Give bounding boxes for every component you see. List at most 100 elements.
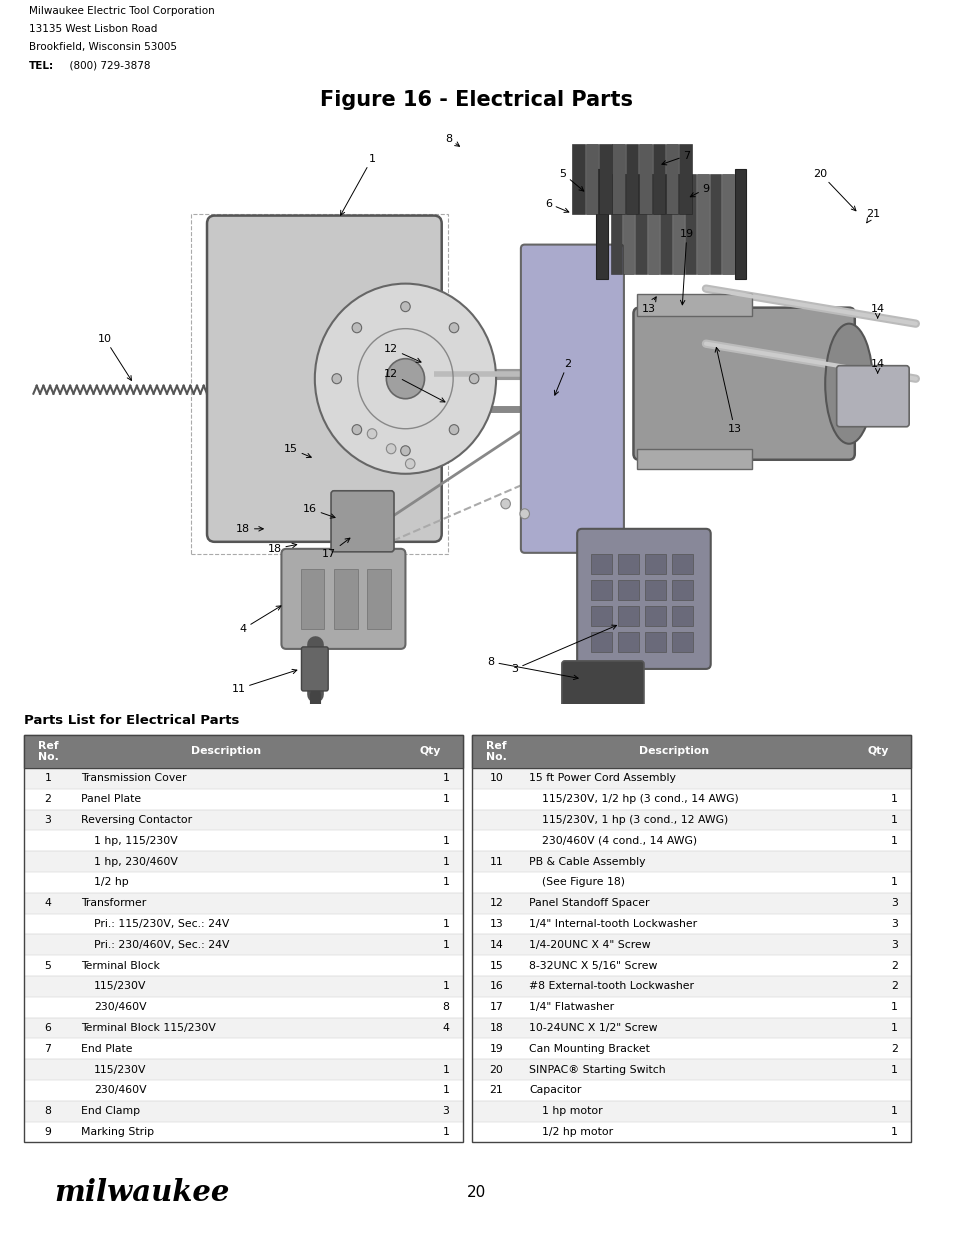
- Text: Figure 16 - Electrical Parts: Figure 16 - Electrical Parts: [320, 90, 633, 110]
- Bar: [671, 553, 692, 574]
- Ellipse shape: [824, 324, 872, 443]
- Text: 6: 6: [45, 1023, 51, 1032]
- Text: 9: 9: [45, 1128, 51, 1137]
- Circle shape: [400, 301, 410, 311]
- Bar: [24, 830, 462, 851]
- Text: (800) 729-3878: (800) 729-3878: [63, 61, 151, 70]
- FancyBboxPatch shape: [577, 529, 710, 669]
- FancyBboxPatch shape: [836, 366, 908, 427]
- Bar: [472, 1079, 910, 1100]
- FancyBboxPatch shape: [331, 490, 394, 552]
- Text: 4: 4: [239, 606, 281, 634]
- FancyBboxPatch shape: [281, 548, 405, 648]
- Text: 18: 18: [268, 543, 296, 553]
- Bar: [24, 914, 462, 935]
- Circle shape: [469, 374, 478, 384]
- Text: 11: 11: [489, 857, 503, 867]
- Bar: [622, 174, 634, 274]
- Text: 19: 19: [489, 1044, 503, 1053]
- Text: 1: 1: [442, 1065, 449, 1074]
- Text: 1: 1: [890, 1128, 897, 1137]
- Bar: [721, 174, 733, 274]
- Text: Capacitor: Capacitor: [529, 1086, 581, 1095]
- Text: Ref
No.: Ref No.: [37, 741, 58, 762]
- Text: 7: 7: [661, 151, 690, 165]
- Text: 13: 13: [489, 919, 503, 929]
- Text: milwaukee: milwaukee: [54, 1178, 229, 1207]
- Bar: [24, 872, 462, 893]
- Bar: [679, 143, 691, 214]
- Bar: [472, 872, 910, 893]
- Bar: [644, 580, 665, 600]
- Bar: [671, 632, 692, 652]
- Text: 19: 19: [679, 228, 693, 305]
- Text: 17: 17: [489, 1003, 503, 1013]
- Text: Reversing Contactor: Reversing Contactor: [81, 815, 192, 825]
- Bar: [472, 893, 910, 914]
- Bar: [591, 632, 612, 652]
- Bar: [472, 1100, 910, 1121]
- Bar: [24, 893, 462, 914]
- Circle shape: [314, 284, 496, 474]
- Text: 1: 1: [442, 794, 449, 804]
- Circle shape: [405, 458, 415, 469]
- Text: 115/230V, 1/2 hp (3 cond., 14 AWG): 115/230V, 1/2 hp (3 cond., 14 AWG): [542, 794, 739, 804]
- Bar: [472, 1039, 910, 1060]
- Bar: [24, 997, 462, 1018]
- Text: 8-32UNC X 5/16" Screw: 8-32UNC X 5/16" Screw: [529, 961, 657, 971]
- Text: 3: 3: [442, 1107, 449, 1116]
- Bar: [612, 143, 624, 214]
- Text: Description: Description: [191, 746, 260, 757]
- Text: 1: 1: [442, 773, 449, 783]
- Text: 21: 21: [865, 209, 879, 222]
- Text: Pri.: 115/230V, Sec.: 24V: Pri.: 115/230V, Sec.: 24V: [94, 919, 230, 929]
- Bar: [585, 143, 598, 214]
- Text: 1: 1: [890, 1023, 897, 1032]
- Bar: [472, 935, 910, 955]
- Text: 17: 17: [322, 538, 350, 558]
- Bar: [367, 569, 391, 629]
- Bar: [24, 1039, 462, 1060]
- Text: Terminal Block 115/230V: Terminal Block 115/230V: [81, 1023, 215, 1032]
- Circle shape: [500, 499, 510, 509]
- Text: (See Figure 18): (See Figure 18): [542, 877, 625, 888]
- Bar: [665, 143, 678, 214]
- Text: 1: 1: [442, 982, 449, 992]
- FancyBboxPatch shape: [561, 661, 643, 706]
- Bar: [647, 174, 659, 274]
- FancyBboxPatch shape: [633, 308, 854, 459]
- Text: Qty: Qty: [866, 746, 888, 757]
- Bar: [596, 168, 607, 279]
- Bar: [472, 735, 910, 768]
- Bar: [24, 1100, 462, 1121]
- Text: 16: 16: [303, 504, 335, 519]
- Text: 14: 14: [870, 358, 883, 373]
- Text: Pri.: 230/460V, Sec.: 24V: Pri.: 230/460V, Sec.: 24V: [94, 940, 230, 950]
- Text: Parts List for Electrical Parts: Parts List for Electrical Parts: [24, 714, 239, 726]
- Text: 3: 3: [890, 898, 897, 908]
- Text: 115/230V: 115/230V: [94, 982, 147, 992]
- Text: 1: 1: [442, 1086, 449, 1095]
- Circle shape: [386, 358, 424, 399]
- Text: SINPAC® Starting Switch: SINPAC® Starting Switch: [529, 1065, 665, 1074]
- Text: 7: 7: [45, 1044, 51, 1053]
- Text: 2: 2: [45, 794, 51, 804]
- Text: 12: 12: [489, 898, 503, 908]
- Bar: [24, 810, 462, 830]
- Text: 1: 1: [890, 1003, 897, 1013]
- Bar: [472, 830, 910, 851]
- Bar: [24, 851, 462, 872]
- Bar: [671, 606, 692, 626]
- Text: Qty: Qty: [418, 746, 440, 757]
- Circle shape: [400, 446, 410, 456]
- Text: 1: 1: [442, 919, 449, 929]
- Text: 1 hp motor: 1 hp motor: [542, 1107, 602, 1116]
- Text: 13: 13: [715, 347, 740, 433]
- Text: 3: 3: [45, 815, 51, 825]
- Bar: [637, 448, 751, 469]
- Text: 230/460V: 230/460V: [94, 1086, 147, 1095]
- Text: 1: 1: [890, 794, 897, 804]
- Text: 13: 13: [641, 296, 656, 314]
- Text: PB & Cable Assembly: PB & Cable Assembly: [529, 857, 645, 867]
- Text: 4: 4: [442, 1023, 449, 1032]
